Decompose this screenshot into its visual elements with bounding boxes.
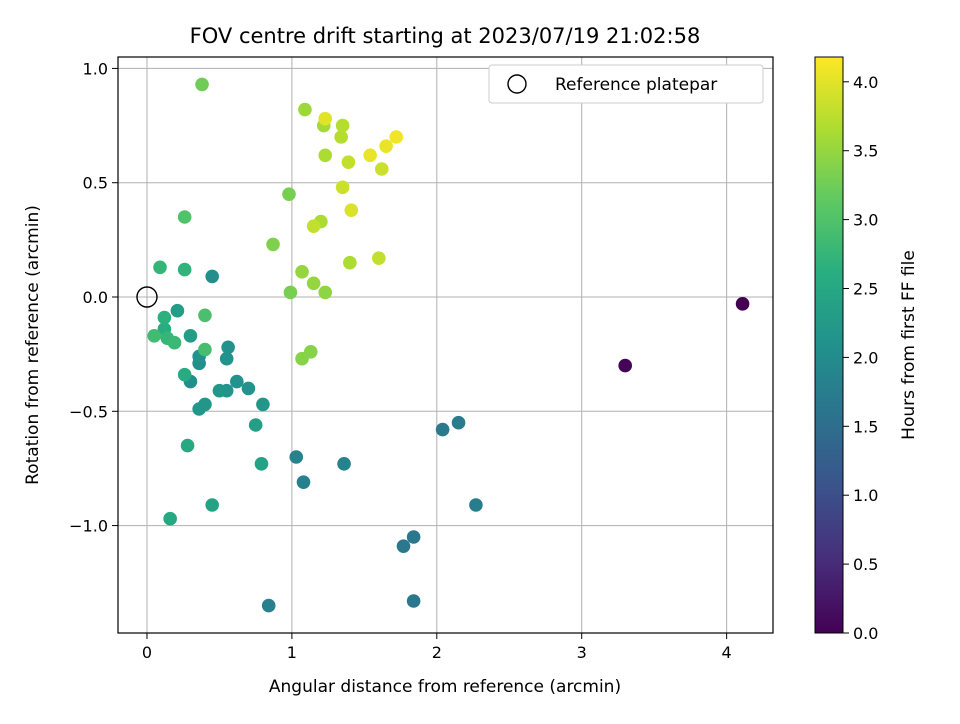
data-point	[451, 415, 466, 430]
data-point	[261, 598, 276, 613]
data-point	[241, 381, 256, 396]
data-point	[435, 422, 450, 437]
data-point	[335, 118, 350, 133]
data-point	[379, 139, 393, 153]
data-point	[298, 102, 312, 117]
colorbar-tick-label: 0.0	[853, 624, 878, 643]
legend-marker-reference	[507, 74, 527, 94]
data-point	[374, 162, 389, 176]
data-point	[469, 498, 483, 512]
plot-area	[118, 57, 773, 633]
data-point	[389, 130, 404, 144]
y-tick-label: −0.5	[69, 402, 108, 421]
data-point	[219, 351, 234, 366]
data-point	[198, 308, 212, 323]
data-point	[306, 219, 321, 233]
reference-platepar-marker	[136, 286, 158, 308]
colorbar-tick-label: 3.0	[853, 211, 878, 230]
data-point	[306, 276, 321, 291]
data-point	[334, 130, 348, 144]
data-point	[212, 383, 227, 398]
data-point	[372, 251, 386, 265]
data-point	[406, 530, 421, 544]
colorbar-tick-label: 1.0	[853, 486, 878, 505]
data-point	[170, 303, 185, 318]
colorbar-tick-label: 1.5	[853, 417, 878, 436]
data-point	[248, 418, 263, 432]
data-point	[195, 77, 209, 92]
y-axis-label: Rotation from reference (arcmin)	[23, 205, 43, 485]
data-point	[282, 187, 296, 201]
x-tick-label: 4	[722, 643, 732, 662]
data-point	[256, 397, 270, 412]
data-point	[163, 511, 177, 526]
data-point	[295, 351, 309, 366]
y-tick-label: 0.0	[83, 288, 108, 307]
data-point	[341, 155, 356, 169]
colorbar-tick-label: 4.0	[853, 73, 878, 92]
data-point	[335, 180, 350, 195]
data-point	[406, 594, 421, 608]
data-point	[177, 210, 192, 224]
data-point	[221, 340, 235, 355]
data-point	[283, 285, 298, 300]
legend: Reference platepar	[488, 64, 764, 104]
data-point	[183, 329, 198, 343]
colorbar: 0.0 0.5 1.0 1.5 2.0 2.5 3.0 3.5 4.0 Hours from f…	[814, 56, 919, 643]
colorbar-label: Hours from first FF file	[899, 250, 919, 440]
x-tick-label: 2	[432, 643, 442, 662]
data-point	[396, 539, 411, 553]
data-point	[192, 402, 206, 416]
y-tick-label: −1.0	[69, 517, 108, 536]
x-axis-label: Angular distance from reference (arcmin)	[269, 677, 621, 697]
x-tick-label: 3	[577, 643, 587, 662]
data-point	[344, 203, 359, 217]
y-tick-label: 0.5	[83, 174, 108, 193]
colorbar-tick-label: 0.5	[853, 555, 878, 574]
data-point	[198, 342, 212, 357]
colorbar-gradient	[814, 56, 844, 634]
data-point	[363, 148, 377, 163]
data-point	[167, 335, 182, 350]
data-points	[136, 77, 750, 613]
data-point	[337, 457, 351, 471]
colorbar-tick-label: 2.5	[853, 280, 878, 299]
legend-box	[488, 64, 764, 104]
data-point	[618, 358, 632, 373]
data-point	[205, 498, 219, 512]
data-point	[735, 297, 750, 311]
legend-label-reference: Reference platepar	[555, 75, 717, 95]
data-point	[177, 367, 192, 382]
data-point	[147, 329, 162, 343]
plot-frame	[117, 56, 774, 634]
data-point	[153, 260, 167, 275]
y-tick-label: 1.0	[83, 59, 108, 78]
colorbar-ticks: 0.0 0.5 1.0 1.5 2.0 2.5 3.0 3.5 4.0	[843, 73, 878, 643]
data-point	[318, 148, 333, 163]
data-point	[289, 450, 304, 464]
x-tick-label: 0	[142, 643, 152, 662]
data-point	[254, 457, 269, 471]
data-point	[230, 374, 244, 389]
data-point	[296, 475, 311, 489]
data-point	[177, 262, 192, 277]
data-point	[295, 265, 309, 279]
data-point	[318, 285, 333, 300]
data-point	[266, 237, 280, 252]
chart-title: FOV centre drift starting at 2023/07/19 …	[190, 24, 701, 48]
colorbar-tick-label: 3.5	[853, 142, 878, 161]
data-point	[343, 255, 357, 270]
data-point	[318, 111, 333, 126]
axis-ticks: 0 1 2 3 4 −1.0 −0.5 0.0 0.5 1.0	[69, 59, 732, 662]
data-point	[205, 269, 219, 284]
x-tick-label: 1	[287, 643, 297, 662]
data-point	[157, 310, 172, 325]
colorbar-tick-label: 2.0	[853, 348, 878, 367]
data-point	[180, 438, 195, 453]
